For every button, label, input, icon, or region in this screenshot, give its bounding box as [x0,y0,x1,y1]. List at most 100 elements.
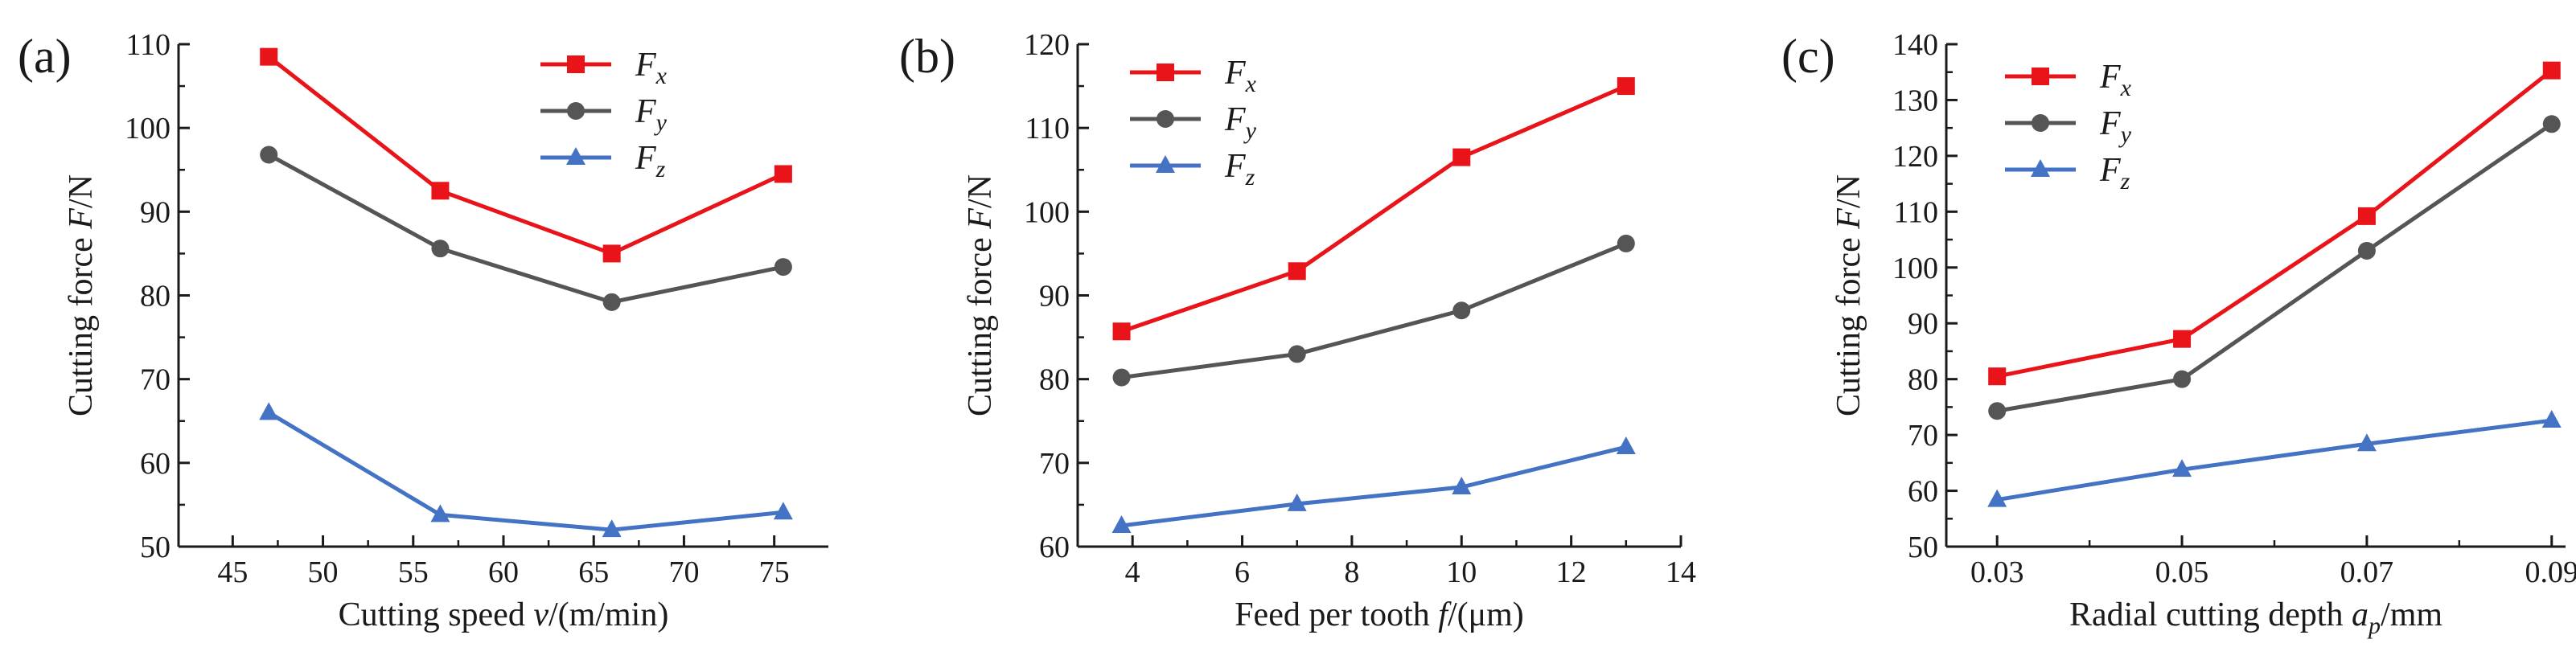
x-axis-label-var: v [533,596,548,633]
legend-label: Fx [2099,59,2132,101]
x-tick-label: 75 [759,555,790,589]
y-axis-label-text: Cutting force [962,229,999,416]
legend-label: Fy [635,93,668,136]
data-point-fz [1452,477,1472,495]
x-tick-label: 0.05 [2155,555,2209,589]
legend-label: Fy [2099,105,2132,148]
x-tick-label: 0.09 [2525,555,2576,589]
y-axis-label-unit: /N [1830,174,1867,208]
data-point-fy [2357,241,2376,260]
panel-label: (b) [899,30,955,83]
legend-label-sub: z [655,156,666,182]
x-tick-label: 65 [578,555,609,589]
y-axis-label-var: F [63,208,100,230]
legend-label: Fz [1224,148,1255,191]
data-point-fx [1288,262,1306,281]
data-point-fx [1452,148,1471,166]
chart-panel-b: (b) 60 70 80 90 100 110 120 4 6 8 10 12 14 Feed per to… [899,28,1696,633]
y-tick-label: 60 [1908,475,1938,509]
panel-label: (c) [1781,30,1835,83]
legend-entry-fz: Fz [1130,148,1255,191]
y-axis-label-unit: /N [63,174,100,208]
x-tick-label: 10 [1446,555,1477,589]
legend-label-base: F [1224,55,1246,92]
legend-label-base: F [2099,152,2121,189]
y-tick-label: 120 [1024,28,1070,62]
x-axis-label-text: Cutting speed [339,596,534,633]
legend-marker [2032,68,2049,85]
legend-marker [2032,114,2049,132]
x-axis-label-unit: /(m/min) [548,596,668,633]
legend-entry-fz: Fz [2005,152,2130,195]
y-tick-label: 90 [1908,307,1938,341]
legend-marker [1157,64,1174,81]
series-fz [259,402,793,538]
legend-label: Fz [635,140,666,182]
x-axis-label: Radial cutting depth ap/mm [2069,596,2442,639]
data-point-fz [1987,489,2007,507]
data-point-fz [259,402,279,420]
series-line-fz [1996,418,2553,502]
y-tick-label: 140 [1892,28,1938,62]
legend-marker [566,147,585,165]
y-tick-label: 90 [1039,280,1070,314]
data-point-fy [774,258,792,277]
y-tick-label: 90 [140,195,171,229]
legend-entry-fx: Fx [1130,55,1257,97]
legend-label-sub: x [655,63,668,89]
y-tick-label: 60 [1039,531,1070,564]
data-point-fy [2173,370,2192,388]
legend-marker [567,55,585,73]
series-line-fy [1121,241,1627,380]
data-point-fz [773,502,793,520]
y-axis-label: Cutting force F/N [63,174,100,416]
data-point-fz [1111,514,1132,533]
x-axis-label-var: a [2352,596,2369,633]
y-tick-label: 80 [1908,363,1938,397]
legend-label-sub: z [1245,164,1255,191]
y-tick-label: 70 [1908,419,1938,453]
x-axis-label-sub: p [2367,613,2381,639]
legend-label-base: F [1224,148,1246,185]
y-tick-label: 100 [1892,252,1938,285]
data-point-fx [1617,77,1635,96]
y-tick-label: 100 [125,112,171,145]
y-tick-label: 50 [140,531,171,564]
data-point-fy [1112,368,1131,387]
data-point-fz [1616,436,1636,455]
y-axis-label: Cutting force F/N [1830,174,1867,416]
x-axis-label-unit: /(μm) [1448,596,1524,633]
y-tick-label: 80 [1039,363,1070,397]
y-axis-label-text: Cutting force [1830,229,1867,416]
x-axis-label-text: Feed per tooth [1235,596,1438,633]
series-fx [1988,61,2561,386]
series-line-fx [1120,84,1627,334]
data-point-fz [2356,433,2377,452]
legend-label-sub: x [1245,71,1257,97]
chart-panel-a: (a) 50 60 70 80 90 100 110 45 50 55 60 65 70 75 Cutting… [18,28,828,633]
series-fy [260,145,792,311]
series-line-fx [1996,68,2553,379]
data-point-fy [1452,301,1471,320]
x-tick-label: 6 [1235,555,1250,589]
y-tick-label: 110 [1893,195,1938,229]
y-tick-label: 110 [125,28,171,62]
series-fx [1112,77,1635,341]
data-point-fx [260,47,278,66]
y-tick-label: 70 [1039,447,1070,481]
legend-label-base: F [635,47,656,84]
y-tick-label: 130 [1892,84,1938,117]
x-axis-label: Feed per tooth f/(μm) [1235,596,1524,633]
legend-entry-fy: Fy [2005,105,2132,148]
y-tick-label: 70 [140,363,171,397]
legend-marker [567,102,585,120]
legend-entry-fy: Fy [1130,101,1257,144]
legend-entry-fy: Fy [540,93,668,136]
legend-entry-fx: Fx [540,47,668,89]
legend-label-sub: y [654,109,668,136]
legend-label-sub: y [1243,117,1257,144]
data-point-fx [431,182,450,200]
series-fy [1112,234,1635,387]
series-fx [260,47,792,263]
